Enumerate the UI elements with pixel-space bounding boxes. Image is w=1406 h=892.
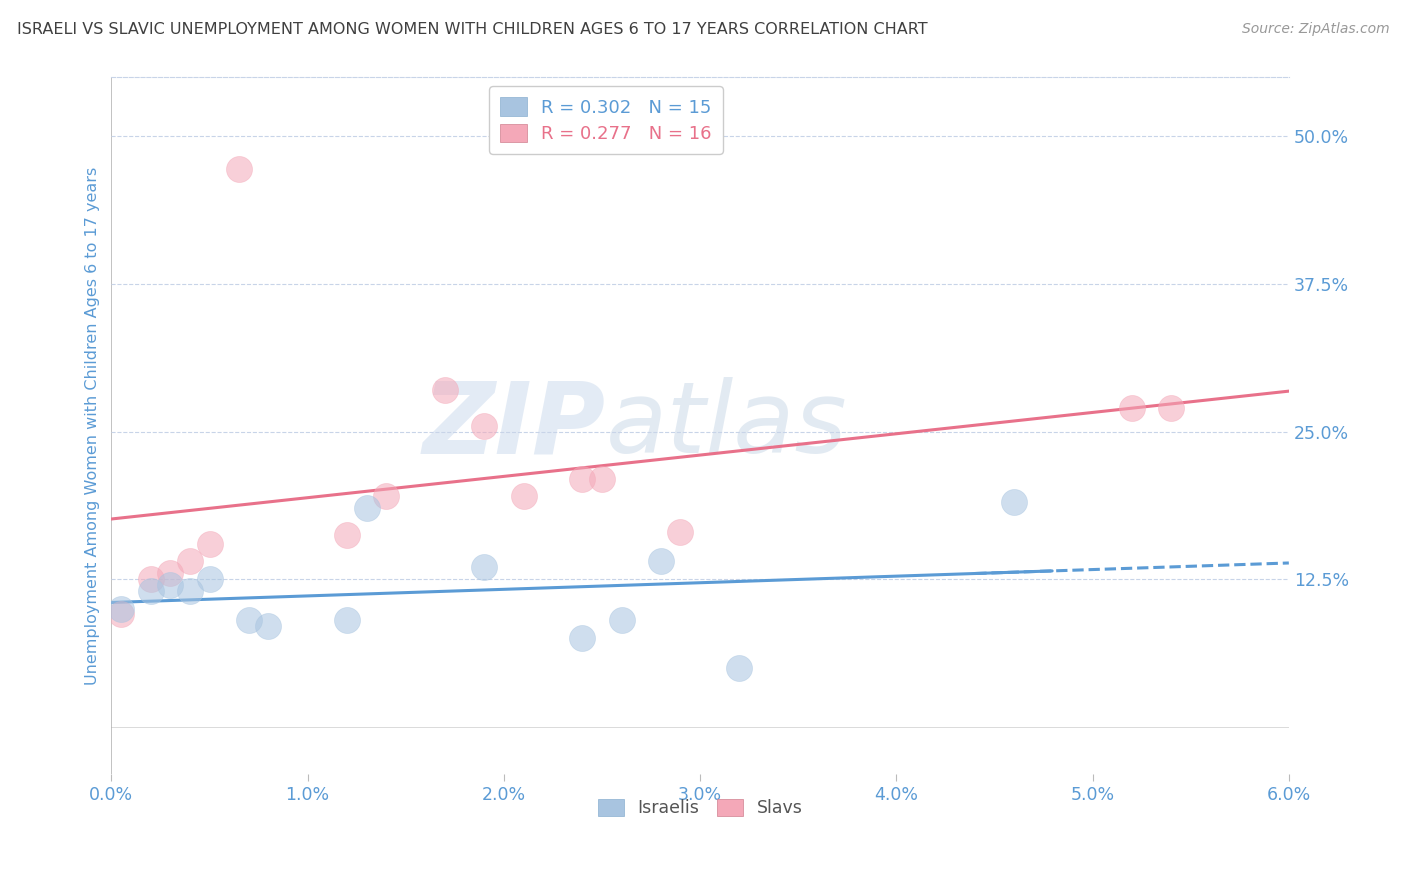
Point (257, 619, 280, 633)
Text: ZIP: ZIP (423, 377, 606, 475)
Legend: Israelis, Slavs: Israelis, Slavs (591, 791, 810, 824)
Point (650, 554, 672, 568)
Point (198, 536, 221, 550)
Point (1121, 401, 1143, 415)
Point (728, 660, 751, 674)
Point (139, 583, 162, 598)
Point (179, 583, 201, 598)
Point (238, 613, 260, 627)
Point (198, 572, 221, 586)
Point (179, 554, 201, 568)
Point (1002, 495, 1025, 509)
Point (159, 566, 181, 581)
Point (571, 472, 593, 486)
Point (472, 560, 495, 574)
Text: atlas: atlas (606, 377, 848, 475)
Point (110, 607, 132, 622)
Point (159, 578, 181, 592)
Point (356, 501, 378, 516)
Point (434, 383, 457, 397)
Y-axis label: Unemployment Among Women with Children Ages 6 to 17 years: Unemployment Among Women with Children A… (86, 167, 100, 685)
Text: Source: ZipAtlas.com: Source: ZipAtlas.com (1241, 22, 1389, 37)
Point (228, 162, 250, 177)
Point (336, 528, 359, 542)
Point (110, 601, 132, 615)
Point (139, 572, 162, 586)
Point (591, 472, 613, 486)
Point (610, 613, 633, 627)
Point (472, 418, 495, 433)
Point (512, 490, 534, 504)
Point (336, 613, 359, 627)
Point (375, 490, 398, 504)
Point (669, 524, 692, 539)
Text: ISRAELI VS SLAVIC UNEMPLOYMENT AMONG WOMEN WITH CHILDREN AGES 6 TO 17 YEARS CORR: ISRAELI VS SLAVIC UNEMPLOYMENT AMONG WOM… (17, 22, 928, 37)
Point (1160, 401, 1182, 415)
Point (571, 631, 593, 645)
